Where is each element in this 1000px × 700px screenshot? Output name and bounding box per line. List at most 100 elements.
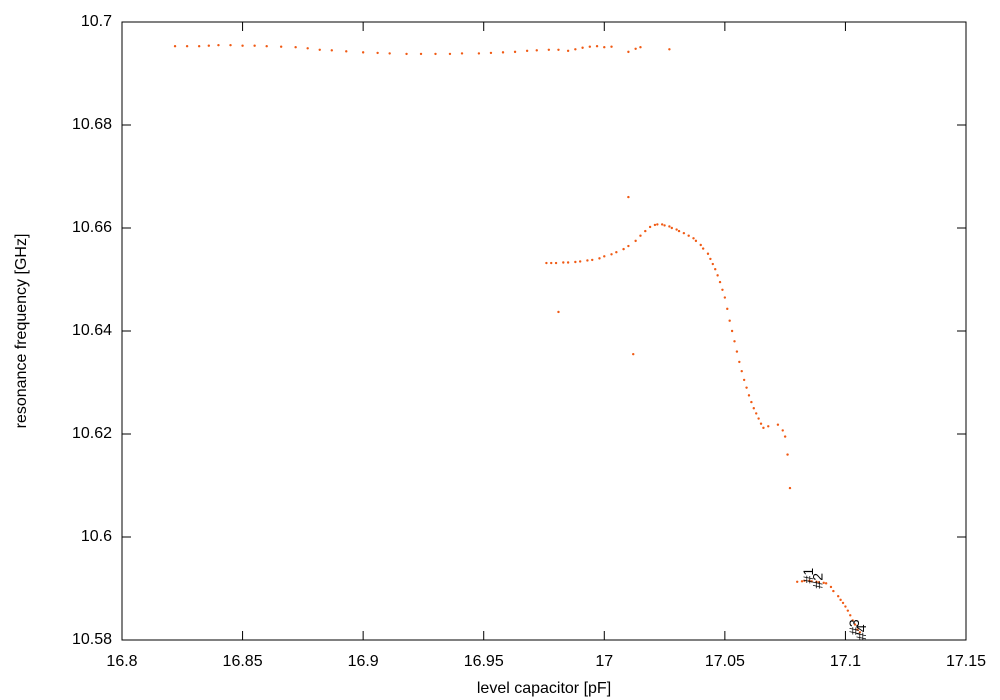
x-tick-label: 16.9 xyxy=(348,653,379,670)
point xyxy=(345,50,348,53)
point xyxy=(627,50,630,54)
y-tick-label: 10.58 xyxy=(72,631,112,648)
y-tick-label: 10.64 xyxy=(72,322,112,339)
point xyxy=(670,226,674,230)
annotation: #4 xyxy=(853,624,869,640)
annotation: #1 xyxy=(800,568,816,584)
point xyxy=(513,50,517,54)
point xyxy=(836,595,840,598)
point xyxy=(173,45,177,48)
x-tick-label: 17.05 xyxy=(705,653,745,670)
point xyxy=(728,319,731,322)
point xyxy=(566,49,570,53)
point xyxy=(434,52,437,56)
point xyxy=(839,598,842,602)
point xyxy=(726,307,729,311)
point xyxy=(841,601,845,605)
point xyxy=(730,329,734,333)
point xyxy=(610,253,613,256)
x-axis-label: level capacitor [pF] xyxy=(477,680,611,697)
point xyxy=(448,52,452,56)
point xyxy=(545,261,548,265)
point xyxy=(668,225,671,228)
point xyxy=(489,51,493,55)
point xyxy=(699,243,702,247)
point xyxy=(610,45,613,48)
point xyxy=(711,262,714,266)
point xyxy=(279,45,283,48)
point xyxy=(752,407,755,410)
point xyxy=(745,386,748,389)
point xyxy=(733,340,736,343)
point xyxy=(856,628,859,631)
point xyxy=(361,51,365,54)
x-tick-label: 16.8 xyxy=(106,653,137,670)
point xyxy=(306,47,309,50)
point xyxy=(687,234,690,237)
point xyxy=(750,400,753,404)
point xyxy=(241,44,244,47)
point xyxy=(525,49,529,53)
point xyxy=(574,48,577,51)
y-axis-label: resonance frequency [GHz] xyxy=(13,234,30,429)
point xyxy=(578,260,582,263)
point xyxy=(714,268,717,271)
point xyxy=(815,580,818,584)
y-tick-label: 10.62 xyxy=(72,425,112,442)
point xyxy=(668,48,671,51)
point xyxy=(858,631,862,634)
point xyxy=(557,310,560,314)
point xyxy=(419,52,423,56)
point xyxy=(376,51,379,55)
point xyxy=(207,44,211,47)
point xyxy=(639,234,642,237)
point xyxy=(627,244,630,248)
point xyxy=(294,46,297,49)
point xyxy=(588,45,592,48)
point xyxy=(197,45,201,48)
point xyxy=(783,435,787,438)
point xyxy=(632,352,635,356)
point xyxy=(718,280,722,284)
point xyxy=(800,580,804,583)
point xyxy=(735,350,739,353)
x-tick-label: 16.85 xyxy=(223,653,263,670)
point xyxy=(586,259,589,262)
point xyxy=(781,429,784,432)
y-tick-label: 10.68 xyxy=(72,116,112,133)
point xyxy=(716,274,719,277)
point xyxy=(656,223,659,226)
point xyxy=(723,296,727,299)
point xyxy=(832,589,835,593)
point xyxy=(810,580,813,583)
point xyxy=(318,48,321,52)
point xyxy=(762,426,765,430)
point xyxy=(622,247,625,251)
point xyxy=(767,425,770,428)
point xyxy=(229,43,232,47)
point xyxy=(788,486,792,490)
y-tick-label: 10.66 xyxy=(72,219,112,236)
point xyxy=(675,228,678,231)
point xyxy=(639,46,642,49)
point xyxy=(591,258,594,262)
point xyxy=(627,195,630,199)
point xyxy=(817,581,821,584)
point xyxy=(581,46,584,49)
point xyxy=(653,223,657,227)
point xyxy=(595,45,599,48)
point xyxy=(706,252,710,255)
y-tick-label: 10.6 xyxy=(81,528,112,545)
point xyxy=(721,288,724,291)
point xyxy=(634,47,637,50)
point xyxy=(740,369,743,373)
point xyxy=(557,48,560,52)
point xyxy=(844,605,847,608)
point xyxy=(663,224,666,227)
point xyxy=(824,582,828,585)
point xyxy=(566,261,570,264)
x-tick-label: 17.1 xyxy=(830,653,861,670)
point xyxy=(853,623,857,626)
point xyxy=(265,45,268,48)
